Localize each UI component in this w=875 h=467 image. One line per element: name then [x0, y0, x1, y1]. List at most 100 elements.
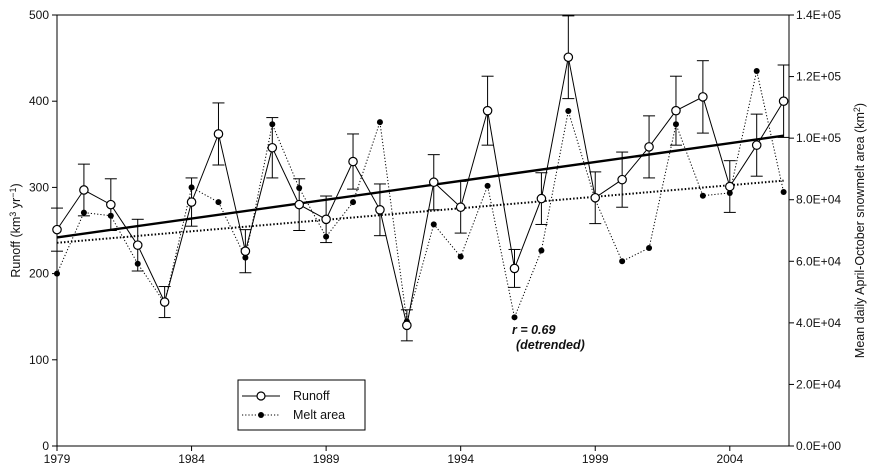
runoff-point-1985: [213, 129, 224, 139]
axis-title-superscript: −1: [8, 188, 18, 198]
runoff-point-1982: [132, 240, 143, 250]
melt-point-2002: [672, 121, 679, 128]
runoff-point-1989: [321, 214, 331, 225]
melt-point-1994: [457, 253, 464, 260]
left-axis-title: Runoff (km3 yr−1): [8, 183, 23, 277]
melt-point-1984: [188, 184, 195, 191]
melt-point-1990: [350, 199, 357, 206]
left-tick-label-3: 300: [29, 180, 49, 194]
runoff-point-1992: [402, 320, 412, 331]
melt-trend-line: [56, 179, 784, 244]
runoff-point-1979: [52, 224, 62, 235]
x-tick-label-3: 1994: [447, 452, 474, 466]
axis-title-superscript: 3: [8, 212, 18, 217]
legend-runoff-marker: [256, 391, 266, 401]
right-tick-label-4: 8.0E+04: [796, 193, 841, 207]
melt-point-2006: [780, 189, 787, 196]
melt-point-2005: [753, 68, 760, 75]
left-tick-label-2: 200: [29, 267, 49, 281]
axis-title-part: Runoff (km: [9, 217, 23, 278]
melt-point-2003: [699, 192, 706, 199]
runoff-point-2006: [778, 96, 789, 106]
melt-point-1981: [107, 212, 114, 219]
legend: Runoff Melt area: [237, 379, 366, 431]
series-group: [52, 52, 789, 331]
runoff-point-1995: [482, 105, 493, 116]
legend-melt-marker: [258, 412, 264, 418]
ticks-group: [52, 14, 794, 451]
melt-point-2000: [619, 258, 626, 265]
melt-point-1998: [565, 108, 572, 115]
runoff-point-1983: [159, 297, 170, 307]
legend-melt-label: Melt area: [293, 408, 345, 422]
melt-point-1989: [323, 233, 330, 240]
melt-point-1979: [54, 270, 60, 277]
runoff-point-1986: [240, 246, 251, 256]
x-tick-label-0: 1979: [44, 452, 71, 466]
x-tick-label-1: 1984: [178, 452, 205, 466]
axis-title-part: yr: [9, 198, 23, 212]
melt-point-1997: [538, 247, 545, 254]
melt-point-1987: [269, 121, 276, 128]
legend-runoff-label: Runoff: [293, 389, 330, 403]
runoff-point-1984: [186, 197, 197, 207]
right-tick-label-5: 1.0E+05: [796, 131, 841, 145]
melt-point-1986: [242, 254, 249, 261]
runoff-point-1997: [536, 193, 547, 204]
runoff-point-1991: [375, 205, 385, 215]
x-tick-label-4: 1999: [582, 452, 609, 466]
right-tick-label-0: 0.0E+00: [796, 439, 841, 453]
axis-title-superscript: 2: [852, 107, 862, 112]
runoff-point-1981: [106, 199, 116, 210]
runoff-point-2004: [724, 181, 735, 192]
tick-labels: 0 100 200 300 400 500 0.0E+00 2.0E+04 4.0E+04 6.0…: [29, 8, 841, 466]
runoff-point-1990: [348, 156, 358, 167]
right-tick-label-2: 4.0E+04: [796, 316, 841, 330]
runoff-point-1988: [294, 199, 305, 210]
legend-box: [237, 379, 366, 431]
melt-point-1991: [376, 119, 383, 126]
melt-point-1980: [80, 209, 87, 216]
melt-point-1995: [484, 182, 491, 189]
axis-title-part: ): [9, 183, 23, 187]
melt-point-1993: [430, 221, 437, 228]
runoff-point-1987: [267, 142, 278, 153]
left-tick-label-0: 0: [42, 439, 49, 453]
melt-area-line: [56, 70, 785, 322]
melt-point-1996: [511, 314, 518, 321]
runoff-line: [56, 57, 785, 326]
melt-point-2004: [726, 189, 733, 196]
runoff-point-2000: [617, 174, 627, 185]
right-tick-label-1: 2.0E+04: [796, 377, 841, 391]
left-tick-label-5: 500: [29, 8, 49, 22]
trend-lines: [56, 134, 784, 244]
left-tick-label-4: 400: [29, 94, 49, 108]
runoff-point-2002: [671, 105, 681, 116]
right-tick-label-3: 6.0E+04: [796, 254, 841, 268]
plot-frame-group: [56, 14, 790, 447]
melt-point-1982: [134, 260, 141, 267]
runoff-point-1999: [590, 192, 601, 203]
runoff-point-2001: [644, 142, 654, 152]
melt-point-1985: [215, 199, 222, 206]
axis-title-part: ): [853, 103, 867, 107]
error-bars: [51, 15, 790, 342]
right-tick-label-6: 1.2E+05: [796, 70, 841, 84]
melt-point-2001: [646, 245, 653, 252]
runoff-trend-line: [56, 134, 784, 239]
runoff-point-1980: [79, 185, 89, 195]
axis-title-part: Mean daily April-October snowmelt area (…: [853, 112, 867, 358]
right-tick-label-7: 1.4E+05: [796, 8, 841, 22]
runoff-point-2003: [698, 92, 708, 102]
melt-point-1988: [296, 185, 303, 192]
runoff-point-1994: [455, 202, 466, 213]
annotation: r = 0.69 (detrended): [512, 323, 585, 352]
x-tick-label-5: 2004: [716, 452, 743, 466]
annotation-line-2: (detrended): [516, 338, 585, 352]
runoff-point-1998: [563, 52, 574, 63]
annotation-line-1: r = 0.69: [512, 323, 555, 337]
plot-frame: [56, 14, 790, 447]
runoff-point-1996: [509, 263, 520, 274]
runoff-point-1993: [428, 177, 439, 188]
